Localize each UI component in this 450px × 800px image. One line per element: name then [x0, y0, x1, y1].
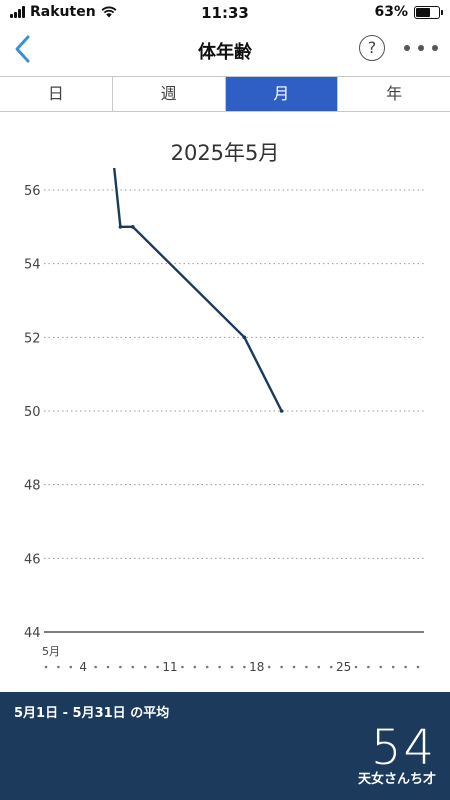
chart-title: 2025年5月 [170, 141, 280, 165]
y-tick-label: 54 [24, 258, 41, 273]
x-day-dot [391, 665, 395, 669]
page-title: 体年齢 [198, 42, 252, 63]
x-day-dot [367, 665, 370, 669]
data-point [131, 225, 135, 229]
status-right: 63% [374, 4, 443, 20]
x-day-dot [119, 665, 122, 669]
data-point [242, 335, 247, 340]
x-day-dot [416, 665, 420, 669]
period-segmented-control: 日 週 月 年 [0, 76, 450, 112]
x-day-dot [94, 665, 97, 669]
x-day-dot [317, 665, 321, 669]
body-age-chart: 44 46 48 50 52 54 56 5月 4 11 18 25 [0, 160, 450, 680]
x-tick-label: 4 [79, 660, 87, 674]
segment-month[interactable]: 月 [225, 77, 339, 111]
y-tick-label: 50 [24, 405, 41, 420]
x-day-dot [156, 665, 159, 669]
y-tick-label: 52 [24, 331, 41, 346]
x-day-dot [243, 665, 246, 669]
segment-year[interactable]: 年 [386, 84, 403, 103]
segment-day[interactable]: 日 [0, 77, 113, 111]
average-unit: 天女さんち才 [357, 772, 436, 787]
status-left: Rakuten [10, 4, 117, 20]
x-day-dot [329, 665, 333, 669]
carrier-label: Rakuten [30, 4, 96, 20]
y-tick-label: 48 [24, 479, 41, 494]
clock: 11:33 [201, 4, 249, 22]
average-summary-panel: 5月1日 - 5月31日 の平均 54 天女さんち才 [0, 692, 450, 800]
x-day-dot [267, 665, 271, 669]
x-day-dot [230, 665, 234, 669]
x-tick-label: 18 [249, 660, 264, 674]
data-point [279, 409, 284, 413]
battery-percent: 63% [374, 4, 408, 20]
y-tick-label: 56 [24, 184, 41, 199]
x-tick-label: 11 [162, 660, 177, 674]
x-day-dot [57, 665, 60, 669]
help-button[interactable]: ? [359, 35, 385, 61]
back-chevron-icon[interactable] [10, 34, 36, 64]
x-day-dot [193, 665, 197, 669]
y-tick-label: 44 [24, 626, 41, 641]
more-options-icon[interactable] [404, 36, 438, 60]
x-day-dot [181, 665, 184, 669]
x-tick-label: 25 [336, 660, 351, 674]
x-day-dot [280, 665, 283, 669]
x-day-dot [44, 665, 48, 669]
x-day-dot [143, 665, 147, 669]
x-day-dot [69, 665, 73, 669]
chart-canvas: 44 46 48 50 52 54 56 5月 4 11 18 25 [24, 168, 424, 674]
x-day-dot [131, 665, 135, 669]
battery-icon [414, 5, 443, 19]
x-day-dot [379, 665, 383, 669]
battery-fill [416, 7, 430, 17]
segment-week[interactable]: 週 [113, 77, 226, 111]
average-period-label: 5月1日 - 5月31日 の平均 [14, 706, 170, 721]
data-point [118, 225, 123, 229]
signal-icon [10, 6, 25, 18]
y-tick-label: 46 [24, 552, 41, 567]
x-day-dot [106, 665, 110, 669]
navigation-bar: 体年齢 ? [0, 26, 450, 74]
wifi-icon [101, 6, 117, 18]
status-bar: Rakuten 11:33 63% [0, 0, 450, 26]
x-axis-label: 5月 [42, 645, 60, 658]
average-value: 54 [370, 720, 436, 776]
series-line [113, 168, 283, 412]
x-day-dot [404, 665, 407, 669]
x-day-dot [218, 665, 221, 669]
x-day-dot [292, 665, 296, 669]
x-day-dot [305, 665, 308, 669]
x-day-dot [354, 665, 358, 669]
x-day-dot [205, 665, 209, 669]
